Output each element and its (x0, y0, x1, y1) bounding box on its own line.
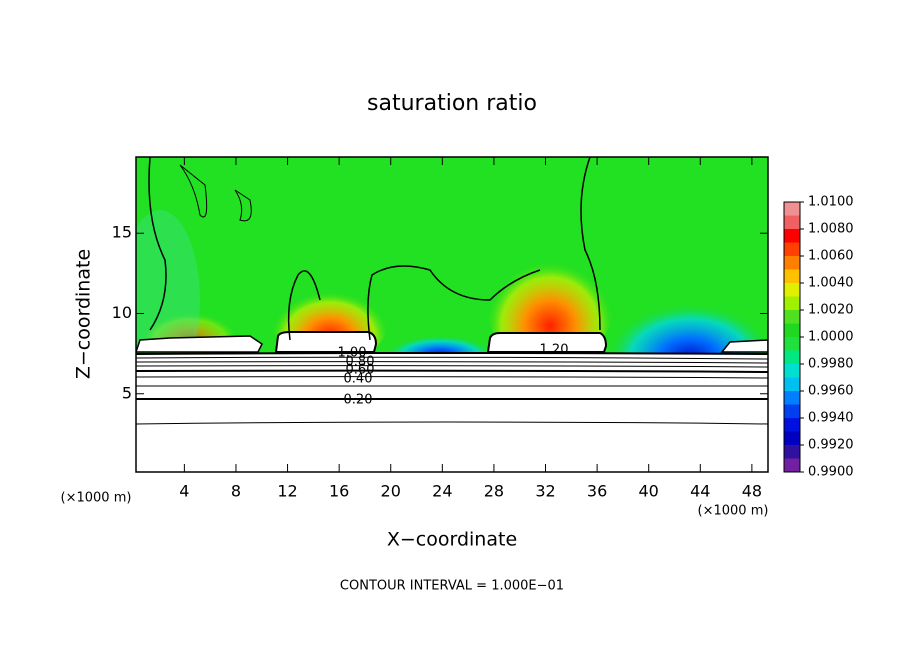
contour-label: 1.20 (540, 343, 569, 358)
colorbar-tick-label: 1.0060 (808, 249, 854, 264)
field (136, 157, 768, 472)
colorbar-band (784, 404, 800, 418)
x-tick-label: 28 (484, 482, 504, 501)
contour-label: 0.40 (344, 372, 373, 387)
x-tick-label: 40 (639, 482, 659, 501)
x-tick-label: 16 (329, 482, 349, 501)
colorbar-tick-label: 1.0000 (808, 330, 854, 345)
x-unit-label: (×1000 m) (698, 504, 769, 519)
footer: CONTOUR INTERVAL = 1.000E−01 (340, 579, 564, 594)
colorbar-tick-label: 0.9980 (808, 357, 854, 372)
colorbar-band (784, 269, 800, 283)
colorbar-band (784, 350, 800, 364)
colorbar-band (784, 229, 800, 243)
colorbar-band (784, 256, 800, 270)
colorbar-band (784, 323, 800, 337)
contour-label: 0.60 (346, 363, 375, 378)
colorbar-band (784, 242, 800, 256)
colorbar-tick-label: 0.9920 (808, 438, 854, 453)
colorbar-band (784, 431, 800, 445)
chart-title: saturation ratio (367, 91, 537, 116)
colorbar-band (784, 377, 800, 391)
x-tick-label: 44 (690, 482, 710, 501)
colorbar-band (784, 202, 800, 216)
colorbar-band (784, 215, 800, 229)
colorbar-tick-label: 0.9960 (808, 384, 854, 399)
x-unit-label: (×1000 m) (61, 491, 132, 506)
plot-frame (135, 156, 769, 473)
colorbar-tick-label: 0.9940 (808, 411, 854, 426)
colorbar-tick-label: 1.0080 (808, 222, 854, 237)
colorbar-band (784, 458, 800, 472)
y-tick-label: 15 (112, 223, 132, 242)
x-tick-label: 20 (381, 482, 401, 501)
y-tick-label: 10 (112, 303, 132, 322)
x-tick-label: 24 (432, 482, 452, 501)
contour-label: 1.00 (338, 346, 367, 361)
contour-label: 0.80 (346, 355, 375, 370)
colorbar-band (784, 310, 800, 324)
colorbar-tick-label: 1.0100 (808, 195, 854, 210)
x-tick-label: 8 (231, 482, 241, 501)
colorbar-band (784, 337, 800, 351)
x-tick-label: 48 (742, 482, 762, 501)
colorbar-tick-label: 1.0040 (808, 276, 854, 291)
colorbar-band (784, 418, 800, 432)
contour-label: 0.20 (344, 393, 373, 408)
y-tick-label: 5 (122, 383, 132, 402)
x-tick-label: 12 (277, 482, 297, 501)
x-axis-label: X−coordinate (387, 529, 517, 551)
x-tick-label: 32 (535, 482, 555, 501)
colorbar-band (784, 283, 800, 297)
colorbar-tick-label: 0.9900 (808, 465, 854, 480)
y-axis-label: Z−coordinate (73, 249, 95, 379)
colorbar-band (784, 445, 800, 459)
x-tick-label: 4 (179, 482, 189, 501)
x-tick-label: 36 (587, 482, 607, 501)
colorbar-band (784, 296, 800, 310)
colorbar-band (784, 391, 800, 405)
colorbar-band (784, 364, 800, 378)
colorbar-tick-label: 1.0020 (808, 303, 854, 318)
